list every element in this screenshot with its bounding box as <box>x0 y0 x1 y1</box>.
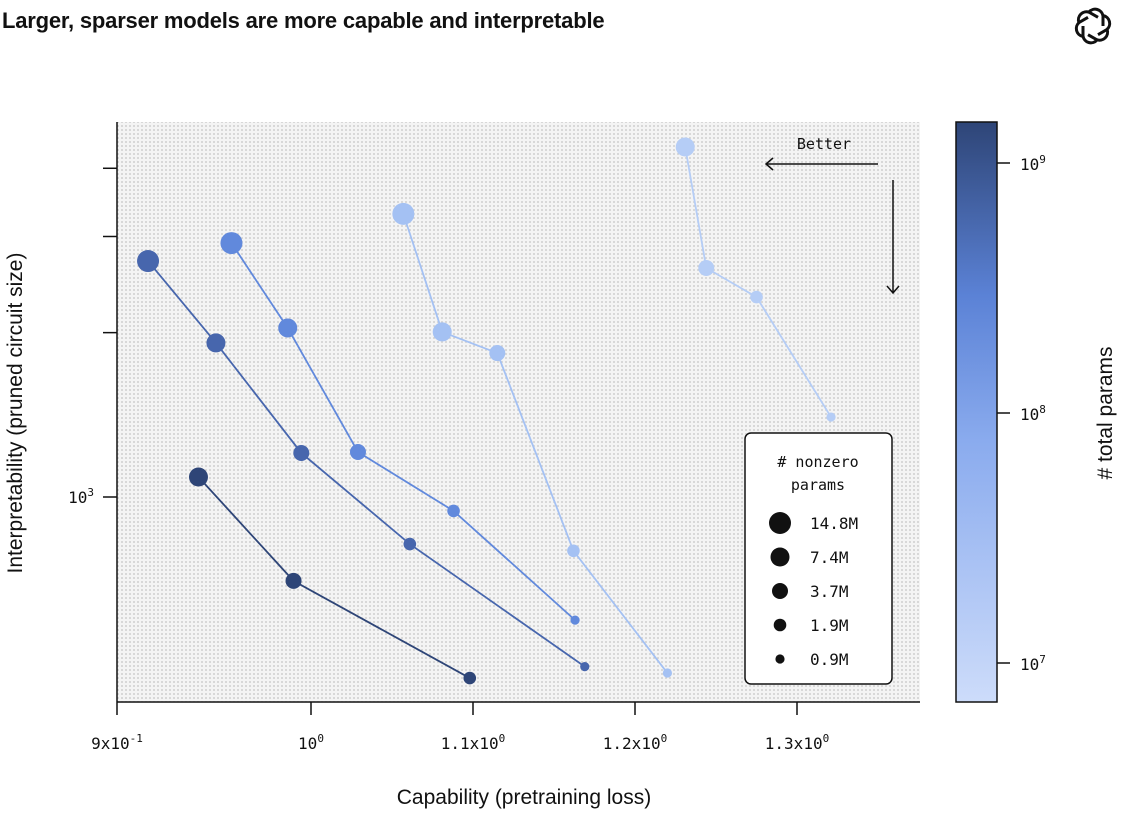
size-legend: # nonzero params 14.8M 7.4M 3.7M 1.9M 0.9M <box>744 432 893 685</box>
data-point[interactable] <box>432 322 452 342</box>
data-point[interactable] <box>188 467 208 487</box>
arrow-left-icon <box>764 157 878 171</box>
colorbar-tick-label: 109 <box>1020 153 1046 174</box>
legend-marker <box>773 618 787 632</box>
data-point[interactable] <box>293 444 310 461</box>
chart-title: Larger, sparser models are more capable … <box>2 8 605 33</box>
data-point[interactable] <box>662 668 673 678</box>
legend-marker <box>772 583 788 599</box>
data-point[interactable] <box>580 662 590 672</box>
x-tick-label: 1.3x100 <box>765 732 829 753</box>
series-2 <box>137 250 590 672</box>
y-axis-label: Interpretability (pruned circuit size) <box>4 253 27 574</box>
data-point[interactable] <box>447 504 460 518</box>
series-3 <box>220 232 580 625</box>
legend-label: 3.7M <box>810 582 849 601</box>
data-point[interactable] <box>349 443 366 460</box>
data-point[interactable] <box>698 259 715 276</box>
data-point[interactable] <box>137 250 160 273</box>
better-annotation: Better <box>797 135 851 153</box>
data-point[interactable] <box>206 333 226 353</box>
data-point[interactable] <box>675 137 695 157</box>
openai-logo-icon <box>1074 7 1112 45</box>
x-tick-label: 9x10-1 <box>91 732 143 753</box>
data-point[interactable] <box>285 572 302 589</box>
data-point[interactable] <box>570 615 580 625</box>
series-4 <box>392 202 673 678</box>
x-axis-label: Capability (pretraining loss) <box>397 786 651 809</box>
arrow-down-icon <box>886 180 900 295</box>
colorbar <box>955 121 998 703</box>
data-point[interactable] <box>392 202 415 225</box>
y-tick-label: 103 <box>68 486 94 507</box>
data-point[interactable] <box>826 412 836 422</box>
data-point[interactable] <box>463 671 477 685</box>
data-point[interactable] <box>403 537 417 551</box>
data-point[interactable] <box>750 290 763 304</box>
data-point[interactable] <box>489 345 506 362</box>
series-1 <box>188 467 477 685</box>
series-5 <box>675 137 836 422</box>
x-tick-label: 1.1x100 <box>441 732 505 753</box>
colorbar-tick-label: 107 <box>1020 653 1046 674</box>
legend-marker <box>775 654 785 664</box>
series-line <box>684 146 832 418</box>
legend-title-line2: params <box>791 476 845 494</box>
data-point[interactable] <box>220 232 243 255</box>
x-tick-label: 100 <box>298 732 324 753</box>
legend-label: 7.4M <box>810 548 849 567</box>
x-tick-label: 1.2x100 <box>603 732 667 753</box>
colorbar-tick-label: 108 <box>1020 403 1046 424</box>
legend-title-line1: # nonzero <box>777 453 858 471</box>
legend-marker <box>770 547 790 567</box>
legend-label: 1.9M <box>810 616 849 635</box>
legend-label: 14.8M <box>810 514 858 533</box>
data-point[interactable] <box>567 544 580 558</box>
legend-label: 0.9M <box>810 650 849 669</box>
colorbar-label: # total params <box>1094 346 1117 479</box>
legend-marker <box>769 512 791 534</box>
data-point[interactable] <box>278 318 298 338</box>
